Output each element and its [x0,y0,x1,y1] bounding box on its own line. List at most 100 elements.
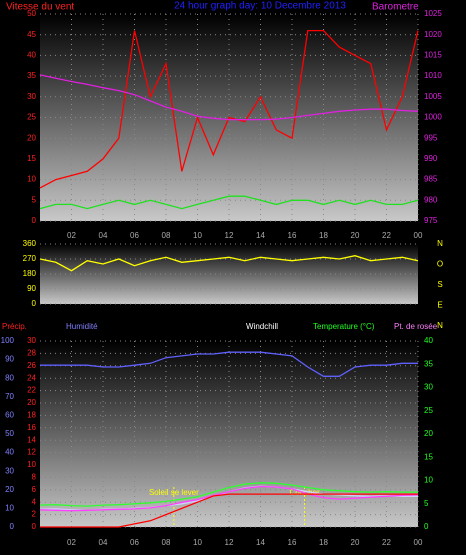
x-tick-label: 16 [288,538,297,547]
y-tick-label: 18 [27,411,36,420]
x-tick-label: 00 [414,231,423,240]
y-tick-label: 6 [32,485,37,494]
y-tick-label: 180 [23,269,37,278]
y-tick-label: 5 [32,195,37,204]
y-tick-label: 30 [27,92,36,101]
y2-tick-label: 1025 [424,9,442,18]
y2-tick-label: 980 [424,195,438,204]
legend-label: Précip. [2,322,27,331]
y2-tick-label: 20 [424,429,433,438]
series-line [39,485,419,512]
y-tick-label: 35 [27,71,36,80]
x-tick-label: 12 [225,231,234,240]
y3-tick-label: 60 [5,411,14,420]
y-tick-label: 22 [27,386,36,395]
x-tick-label: 18 [319,538,328,547]
x-tick-label: 20 [351,538,360,547]
x-tick-label: 04 [99,231,108,240]
y-tick-label: 360 [23,239,37,248]
y-tick-label: 15 [27,154,36,163]
x-tick-label: 08 [162,538,171,547]
y2-tick-label: 990 [424,154,438,163]
y-tick-label: 4 [32,497,37,506]
y-tick-label: 0 [32,522,37,531]
x-tick-label: 22 [382,231,391,240]
y2-tick-label: 1010 [424,71,442,80]
y3-tick-label: 70 [5,392,14,401]
y-tick-label: 50 [27,9,36,18]
x-tick-label: 14 [256,538,265,547]
y-tick-label: 20 [27,398,36,407]
x-tick-label: 22 [382,538,391,547]
compass-label: S [437,280,442,289]
y-tick-label: 10 [27,460,36,469]
y2-axis-label: Barometre [372,2,419,13]
compass-label: E [437,301,442,310]
y-tick-label: 90 [27,284,36,293]
y-tick-label: 16 [27,423,36,432]
y3-tick-label: 30 [5,466,14,475]
x-tick-label: 02 [67,231,76,240]
y2-tick-label: 1000 [424,113,442,122]
x-tick-label: 10 [193,231,202,240]
y2-tick-label: 0 [424,522,429,531]
y3-tick-label: 80 [5,373,14,382]
y-tick-label: 24 [27,373,36,382]
x-tick-label: 16 [288,231,297,240]
legend-label: Pt. de rosée [394,322,438,331]
y2-tick-label: 985 [424,175,438,184]
plot-area [40,341,418,527]
legend-label: Windchill [246,322,278,331]
y2-tick-label: 1015 [424,51,442,60]
y3-tick-label: 0 [10,522,15,531]
y2-tick-label: 35 [424,359,433,368]
y-tick-label: 10 [27,175,36,184]
legend-label: Temperature (°C) [313,322,375,331]
legend-label: Humidité [66,322,98,331]
y-tick-label: 14 [27,435,36,444]
series-line [39,482,418,507]
series-line [39,74,419,121]
x-tick-label: 14 [256,231,265,240]
compass-label: N [437,239,443,248]
y2-tick-label: 25 [424,406,433,415]
series-line [39,195,419,210]
y-tick-label: 12 [27,448,36,457]
chart-title: 24 hour graph day: 10 Decembre 2013 [174,1,346,12]
x-tick-label: 18 [319,231,328,240]
y-tick-label: 30 [27,336,36,345]
x-tick-label: 08 [162,231,171,240]
annotation: Soleil se lever [149,488,199,497]
x-tick-label: 06 [130,538,139,547]
x-tick-label: 12 [225,538,234,547]
y3-tick-label: 100 [1,336,15,345]
x-tick-label: 00 [414,538,423,547]
y2-tick-label: 5 [424,499,429,508]
y-tick-label: 28 [27,349,36,358]
x-tick-label: 02 [67,538,76,547]
y-tick-label: 0 [32,299,37,308]
y3-tick-label: 40 [5,448,14,457]
y3-tick-label: 50 [5,429,14,438]
compass-label: N [437,321,443,330]
series-line [39,255,419,272]
y2-tick-label: 40 [424,336,433,345]
y-tick-label: 270 [23,254,37,263]
series-line [40,493,418,528]
y2-tick-label: 15 [424,452,433,461]
y-tick-label: 45 [27,30,36,39]
series-line [40,351,418,377]
y2-tick-label: 995 [424,133,438,142]
y3-tick-label: 10 [5,504,14,513]
y2-tick-label: 1020 [424,30,442,39]
y2-tick-label: 1005 [424,92,442,101]
y2-tick-label: 30 [424,383,433,392]
y-tick-label: 40 [27,51,36,60]
y3-tick-label: 90 [5,355,14,364]
x-tick-label: 10 [193,538,202,547]
y-tick-label: 2 [32,510,37,519]
y-axis-label: Vitesse du vent [6,2,74,13]
y-tick-label: 8 [32,473,37,482]
series-line [39,29,419,189]
